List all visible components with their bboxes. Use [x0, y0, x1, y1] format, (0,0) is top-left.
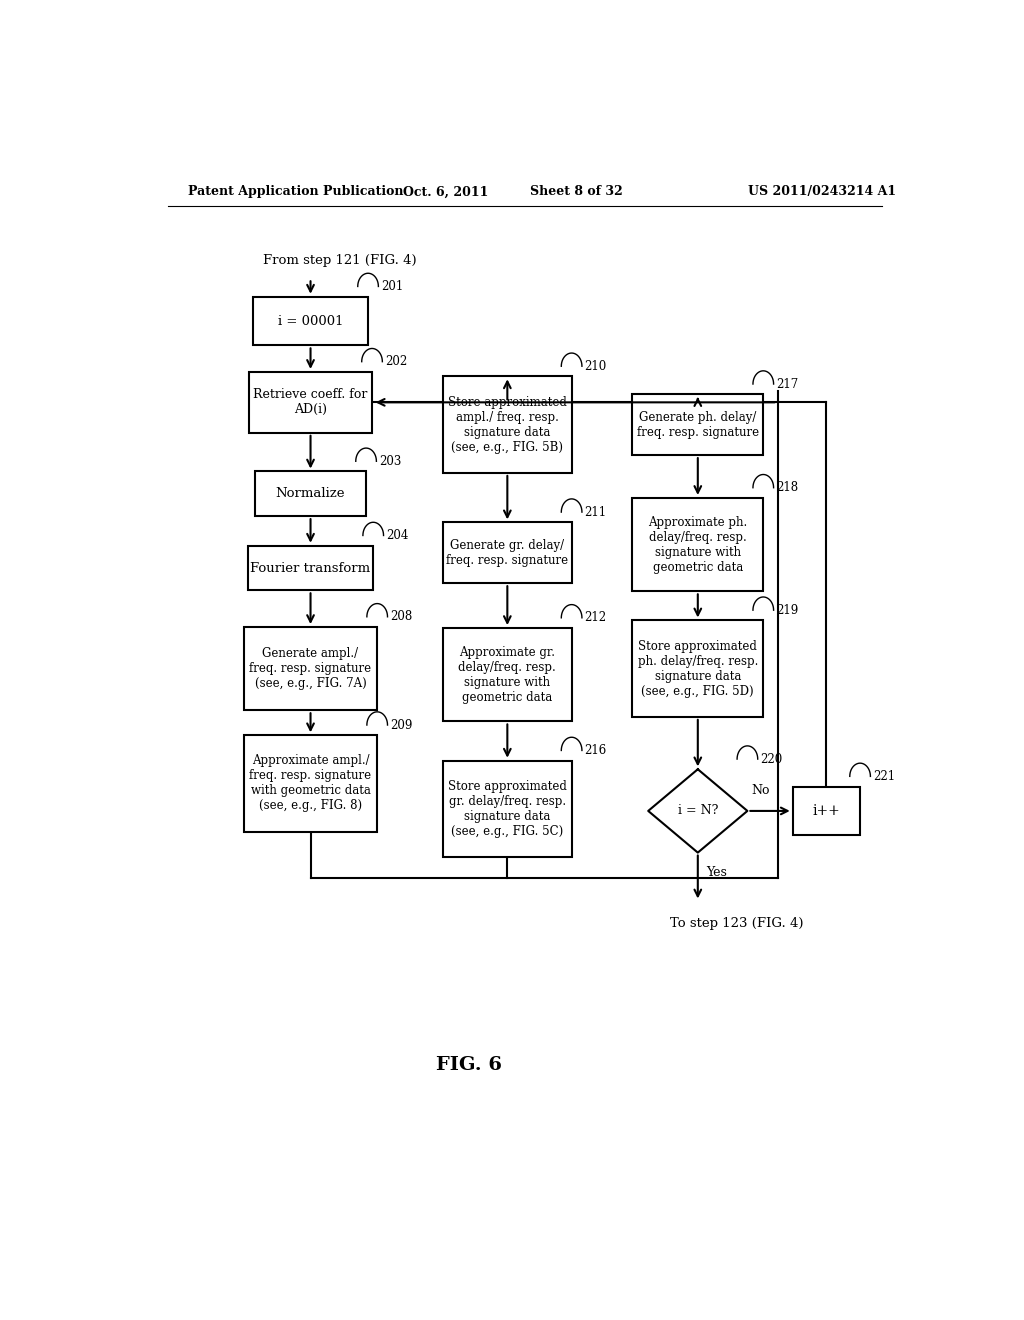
Text: Retrieve coeff. for
AD(i): Retrieve coeff. for AD(i)	[253, 388, 368, 416]
FancyBboxPatch shape	[633, 620, 763, 717]
Text: 220: 220	[760, 752, 782, 766]
Text: 212: 212	[585, 611, 606, 624]
Text: Store approximated
ph. delay/freq. resp.
signature data
(see, e.g., FIG. 5D): Store approximated ph. delay/freq. resp.…	[638, 640, 758, 698]
FancyBboxPatch shape	[443, 376, 571, 473]
Text: i = 00001: i = 00001	[278, 314, 343, 327]
Text: Approximate ph.
delay/freq. resp.
signature with
geometric data: Approximate ph. delay/freq. resp. signat…	[648, 516, 748, 574]
Text: Generate ampl./
freq. resp. signature
(see, e.g., FIG. 7A): Generate ampl./ freq. resp. signature (s…	[250, 647, 372, 690]
Text: Approximate ampl./
freq. resp. signature
with geometric data
(see, e.g., FIG. 8): Approximate ampl./ freq. resp. signature…	[250, 755, 372, 813]
Text: Oct. 6, 2011: Oct. 6, 2011	[402, 185, 488, 198]
Text: From step 121 (FIG. 4): From step 121 (FIG. 4)	[263, 253, 417, 267]
Text: Generate gr. delay/
freq. resp. signature: Generate gr. delay/ freq. resp. signatur…	[446, 539, 568, 566]
Text: 201: 201	[381, 280, 403, 293]
Text: 219: 219	[776, 603, 799, 616]
Text: Patent Application Publication: Patent Application Publication	[187, 185, 403, 198]
Text: 208: 208	[390, 610, 412, 623]
Text: 209: 209	[390, 718, 413, 731]
Text: 204: 204	[386, 529, 409, 543]
Text: Yes: Yes	[706, 866, 727, 879]
Text: 216: 216	[585, 744, 606, 756]
FancyBboxPatch shape	[249, 372, 372, 433]
FancyBboxPatch shape	[443, 628, 571, 722]
Text: Store approximated
gr. delay/freq. resp.
signature data
(see, e.g., FIG. 5C): Store approximated gr. delay/freq. resp.…	[447, 780, 566, 838]
Text: Store approximated
ampl./ freq. resp.
signature data
(see, e.g., FIG. 5B): Store approximated ampl./ freq. resp. si…	[447, 396, 566, 454]
Text: 211: 211	[585, 506, 606, 519]
Text: FIG. 6: FIG. 6	[436, 1056, 502, 1074]
FancyBboxPatch shape	[253, 297, 368, 346]
Text: 210: 210	[585, 360, 606, 372]
Text: Generate ph. delay/
freq. resp. signature: Generate ph. delay/ freq. resp. signatur…	[637, 411, 759, 438]
Text: No: No	[752, 784, 770, 797]
Text: 221: 221	[872, 770, 895, 783]
FancyBboxPatch shape	[244, 627, 377, 710]
FancyBboxPatch shape	[443, 760, 571, 857]
FancyBboxPatch shape	[248, 545, 373, 590]
FancyBboxPatch shape	[633, 395, 763, 455]
Text: Approximate gr.
delay/freq. resp.
signature with
geometric data: Approximate gr. delay/freq. resp. signat…	[459, 645, 556, 704]
Text: 203: 203	[379, 455, 401, 467]
FancyBboxPatch shape	[793, 787, 860, 836]
FancyBboxPatch shape	[255, 471, 367, 516]
Text: US 2011/0243214 A1: US 2011/0243214 A1	[749, 185, 896, 198]
Text: 218: 218	[776, 482, 798, 494]
Text: To step 123 (FIG. 4): To step 123 (FIG. 4)	[670, 917, 804, 931]
Text: 217: 217	[776, 378, 799, 391]
FancyBboxPatch shape	[443, 523, 571, 583]
Text: i = N?: i = N?	[678, 804, 718, 817]
Text: Normalize: Normalize	[275, 487, 345, 500]
Text: 202: 202	[385, 355, 407, 368]
FancyBboxPatch shape	[633, 498, 763, 591]
Text: Fourier transform: Fourier transform	[251, 561, 371, 574]
Text: i++: i++	[812, 804, 841, 818]
Text: Sheet 8 of 32: Sheet 8 of 32	[530, 185, 623, 198]
FancyBboxPatch shape	[244, 735, 377, 832]
